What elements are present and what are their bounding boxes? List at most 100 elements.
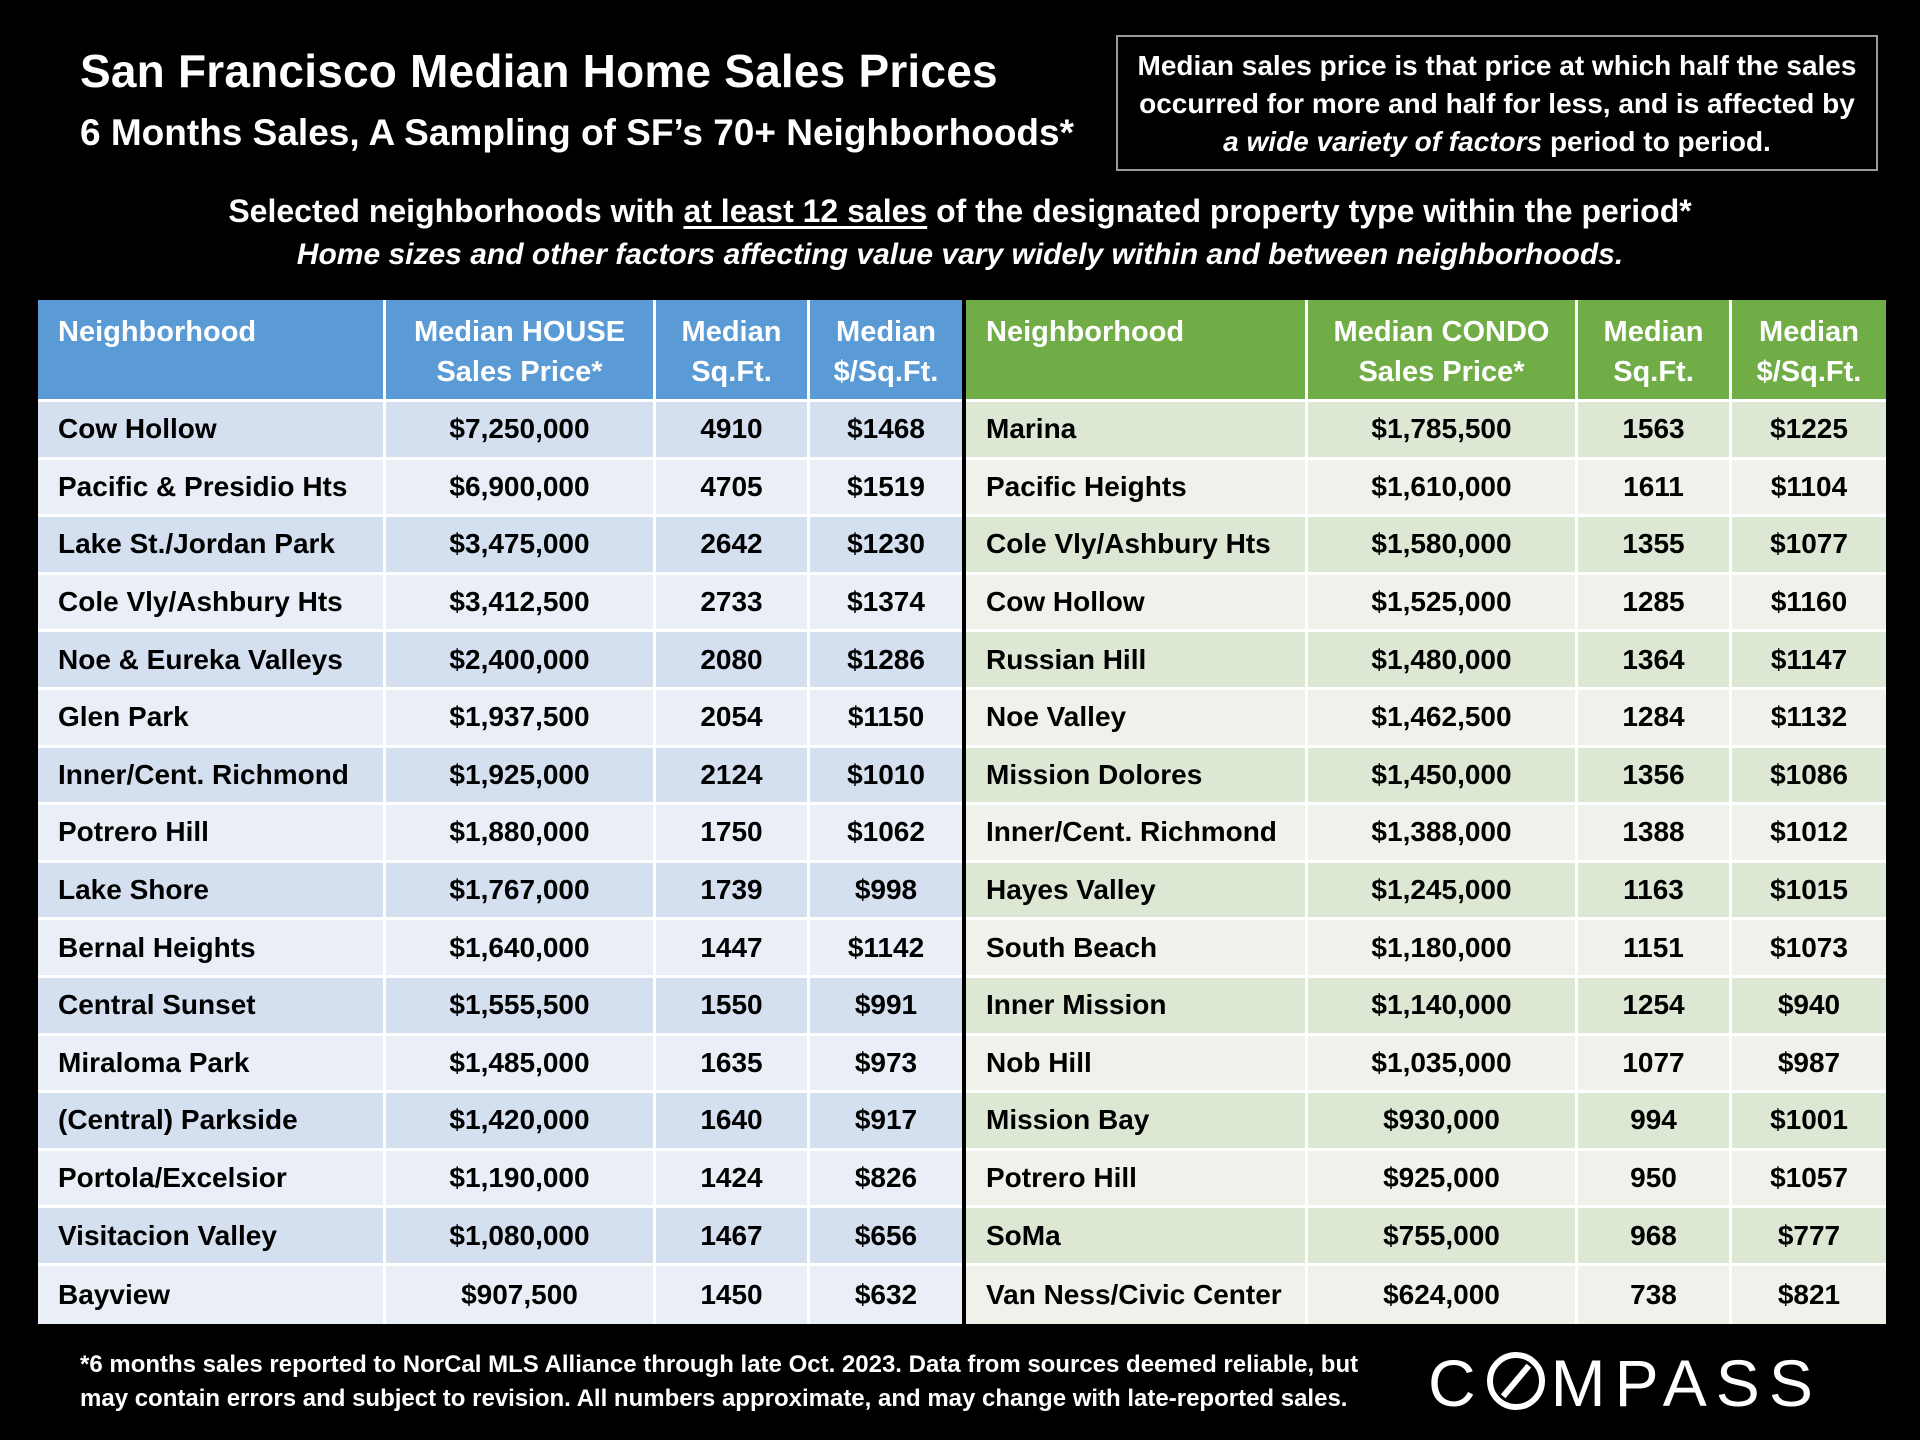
house-cell-median-price-per-sqft: $991 bbox=[810, 977, 962, 1036]
condo-table-row: SoMa $755,000 968 $777 bbox=[966, 1208, 1886, 1266]
house-cell-median-sqft: 2124 bbox=[656, 747, 810, 806]
house-cell-neighborhood: Bayview bbox=[38, 1265, 386, 1324]
house-cell-median-price-per-sqft: $917 bbox=[810, 1093, 962, 1151]
condo-cell-median-price: $1,388,000 bbox=[1308, 805, 1578, 863]
condo-cell-median-sqft: 1356 bbox=[1578, 747, 1732, 806]
condo-cell-median-price: $624,000 bbox=[1308, 1265, 1578, 1324]
condo-table-row: Pacific Heights $1,610,000 1611 $1104 bbox=[966, 459, 1886, 518]
house-cell-median-sqft: 2054 bbox=[656, 689, 810, 748]
median-definition-note: Median sales price is that price at whic… bbox=[1116, 35, 1878, 171]
condo-cell-median-sqft: 1364 bbox=[1578, 632, 1732, 690]
house-cell-median-sqft: 1640 bbox=[656, 1093, 810, 1151]
house-cell-median-price-per-sqft: $1230 bbox=[810, 517, 962, 575]
house-cell-median-price: $1,925,000 bbox=[386, 747, 656, 806]
condo-cell-median-sqft: 1388 bbox=[1578, 805, 1732, 863]
house-cell-median-sqft: 1635 bbox=[656, 1035, 810, 1094]
house-table-row: Pacific & Presidio Hts $6,900,000 4705 $151… bbox=[38, 459, 962, 518]
house-header-median-price-per-sqft: Median $/Sq.Ft. bbox=[810, 300, 962, 402]
house-header-median-price: Median HOUSE Sales Price* bbox=[386, 300, 656, 402]
condo-header-line-2: $/Sq.Ft. bbox=[1756, 356, 1862, 388]
condo-table-row: Cow Hollow $1,525,000 1285 $1160 bbox=[966, 574, 1886, 633]
house-cell-median-price-per-sqft: $1286 bbox=[810, 632, 962, 690]
condo-header-line-1: Neighborhood bbox=[986, 316, 1185, 348]
house-cell-median-sqft: 1750 bbox=[656, 805, 810, 863]
house-cell-median-price: $1,485,000 bbox=[386, 1035, 656, 1094]
footnote-line-1: *6 months sales reported to NorCal MLS A… bbox=[80, 1351, 1359, 1378]
condo-table-row: Nob Hill $1,035,000 1077 $987 bbox=[966, 1035, 1886, 1094]
house-cell-median-price-per-sqft: $1519 bbox=[810, 459, 962, 518]
house-cell-neighborhood: Central Sunset bbox=[38, 977, 386, 1036]
house-table-row: Miraloma Park $1,485,000 1635 $973 bbox=[38, 1035, 962, 1094]
house-table-row: Visitacion Valley $1,080,000 1467 $656 bbox=[38, 1208, 962, 1266]
condo-cell-median-price-per-sqft: $1015 bbox=[1732, 862, 1886, 921]
house-cell-neighborhood: Cow Hollow bbox=[38, 402, 386, 460]
condo-cell-neighborhood: Mission Bay bbox=[966, 1093, 1308, 1151]
condo-header-median-sqft: Median Sq.Ft. bbox=[1578, 300, 1732, 402]
condo-cell-median-price: $1,480,000 bbox=[1308, 632, 1578, 690]
condo-cell-median-price-per-sqft: $987 bbox=[1732, 1035, 1886, 1094]
house-cell-median-price: $907,500 bbox=[386, 1265, 656, 1324]
house-table-row: Noe & Eureka Valleys $2,400,000 2080 $1286 bbox=[38, 632, 962, 690]
condo-table-row: Hayes Valley $1,245,000 1163 $1015 bbox=[966, 862, 1886, 921]
house-cell-median-price: $6,900,000 bbox=[386, 459, 656, 518]
page-subtitle: 6 Months Sales, A Sampling of SF’s 70+ N… bbox=[80, 112, 1075, 153]
house-cell-median-price-per-sqft: $1062 bbox=[810, 805, 962, 863]
house-cell-median-sqft: 2642 bbox=[656, 517, 810, 575]
condo-cell-median-sqft: 738 bbox=[1578, 1265, 1732, 1324]
house-cell-neighborhood: Pacific & Presidio Hts bbox=[38, 459, 386, 518]
condo-table-row: Mission Bay $930,000 994 $1001 bbox=[966, 1093, 1886, 1151]
condo-header-line-2: Sq.Ft. bbox=[1613, 356, 1694, 388]
house-table-row: Portola/Excelsior $1,190,000 1424 $826 bbox=[38, 1150, 962, 1209]
house-cell-median-price: $1,190,000 bbox=[386, 1150, 656, 1209]
condo-cell-median-price-per-sqft: $1225 bbox=[1732, 402, 1886, 460]
condo-table-row: Inner/Cent. Richmond $1,388,000 1388 $1012 bbox=[966, 805, 1886, 863]
house-header-line-2: Sq.Ft. bbox=[691, 356, 772, 388]
condo-header-neighborhood: Neighborhood bbox=[966, 300, 1308, 402]
house-cell-neighborhood: Visitacion Valley bbox=[38, 1208, 386, 1266]
house-cell-neighborhood: Bernal Heights bbox=[38, 920, 386, 978]
house-cell-neighborhood: Portola/Excelsior bbox=[38, 1150, 386, 1209]
house-cell-median-price: $1,640,000 bbox=[386, 920, 656, 978]
condo-cell-median-sqft: 950 bbox=[1578, 1150, 1732, 1209]
condo-cell-neighborhood: Cow Hollow bbox=[966, 574, 1308, 633]
note-line-2: occurred for more and half for less, and… bbox=[1139, 88, 1855, 119]
condo-cell-neighborhood: Nob Hill bbox=[966, 1035, 1308, 1094]
house-cell-median-price: $3,412,500 bbox=[386, 574, 656, 633]
condo-header-median-price: Median CONDO Sales Price* bbox=[1308, 300, 1578, 402]
selection-criteria-note: Home sizes and other factors affecting v… bbox=[296, 238, 1624, 271]
house-cell-median-price: $1,555,500 bbox=[386, 977, 656, 1036]
condo-cell-median-price-per-sqft: $940 bbox=[1732, 977, 1886, 1036]
condo-table-row: Cole Vly/Ashbury Hts $1,580,000 1355 $1077 bbox=[966, 517, 1886, 575]
house-cell-median-sqft: 1550 bbox=[656, 977, 810, 1036]
condo-cell-median-price-per-sqft: $777 bbox=[1732, 1208, 1886, 1266]
footnote: *6 months sales reported to NorCal MLS A… bbox=[80, 1348, 1358, 1416]
house-header-line-2: Sales Price* bbox=[436, 356, 603, 388]
condo-cell-median-price: $1,610,000 bbox=[1308, 459, 1578, 518]
condo-cell-neighborhood: Mission Dolores bbox=[966, 747, 1308, 806]
condo-cell-median-price: $1,580,000 bbox=[1308, 517, 1578, 575]
condo-header-line-1: Median CONDO bbox=[1333, 316, 1550, 348]
house-table-row: Glen Park $1,937,500 2054 $1150 bbox=[38, 689, 962, 748]
condo-cell-median-sqft: 1151 bbox=[1578, 920, 1732, 978]
condo-cell-neighborhood: Marina bbox=[966, 402, 1308, 460]
criteria-post: of the designated property type within t… bbox=[927, 193, 1692, 229]
house-cell-median-sqft: 1450 bbox=[656, 1265, 810, 1324]
house-cell-neighborhood: Cole Vly/Ashbury Hts bbox=[38, 574, 386, 633]
house-header-line-1: Neighborhood bbox=[58, 316, 257, 348]
house-header-neighborhood: Neighborhood bbox=[38, 300, 386, 402]
condo-cell-median-price-per-sqft: $1086 bbox=[1732, 747, 1886, 806]
house-header-line-1: Median bbox=[681, 316, 782, 348]
condo-cell-median-price-per-sqft: $1147 bbox=[1732, 632, 1886, 690]
house-cell-median-price-per-sqft: $1142 bbox=[810, 920, 962, 978]
condo-cell-median-price: $1,785,500 bbox=[1308, 402, 1578, 460]
page-title: San Francisco Median Home Sales Prices bbox=[80, 45, 998, 97]
house-cell-median-price: $2,400,000 bbox=[386, 632, 656, 690]
criteria-underline: at least 12 sales bbox=[683, 193, 928, 229]
house-cell-median-sqft: 1739 bbox=[656, 862, 810, 921]
house-cell-median-price: $1,080,000 bbox=[386, 1208, 656, 1266]
condo-cell-median-price: $930,000 bbox=[1308, 1093, 1578, 1151]
condo-cell-neighborhood: Hayes Valley bbox=[966, 862, 1308, 921]
condo-header-median-price-per-sqft: Median $/Sq.Ft. bbox=[1732, 300, 1886, 402]
house-table-row: Central Sunset $1,555,500 1550 $991 bbox=[38, 977, 962, 1036]
criteria-pre: Selected neighborhoods with bbox=[228, 193, 684, 229]
